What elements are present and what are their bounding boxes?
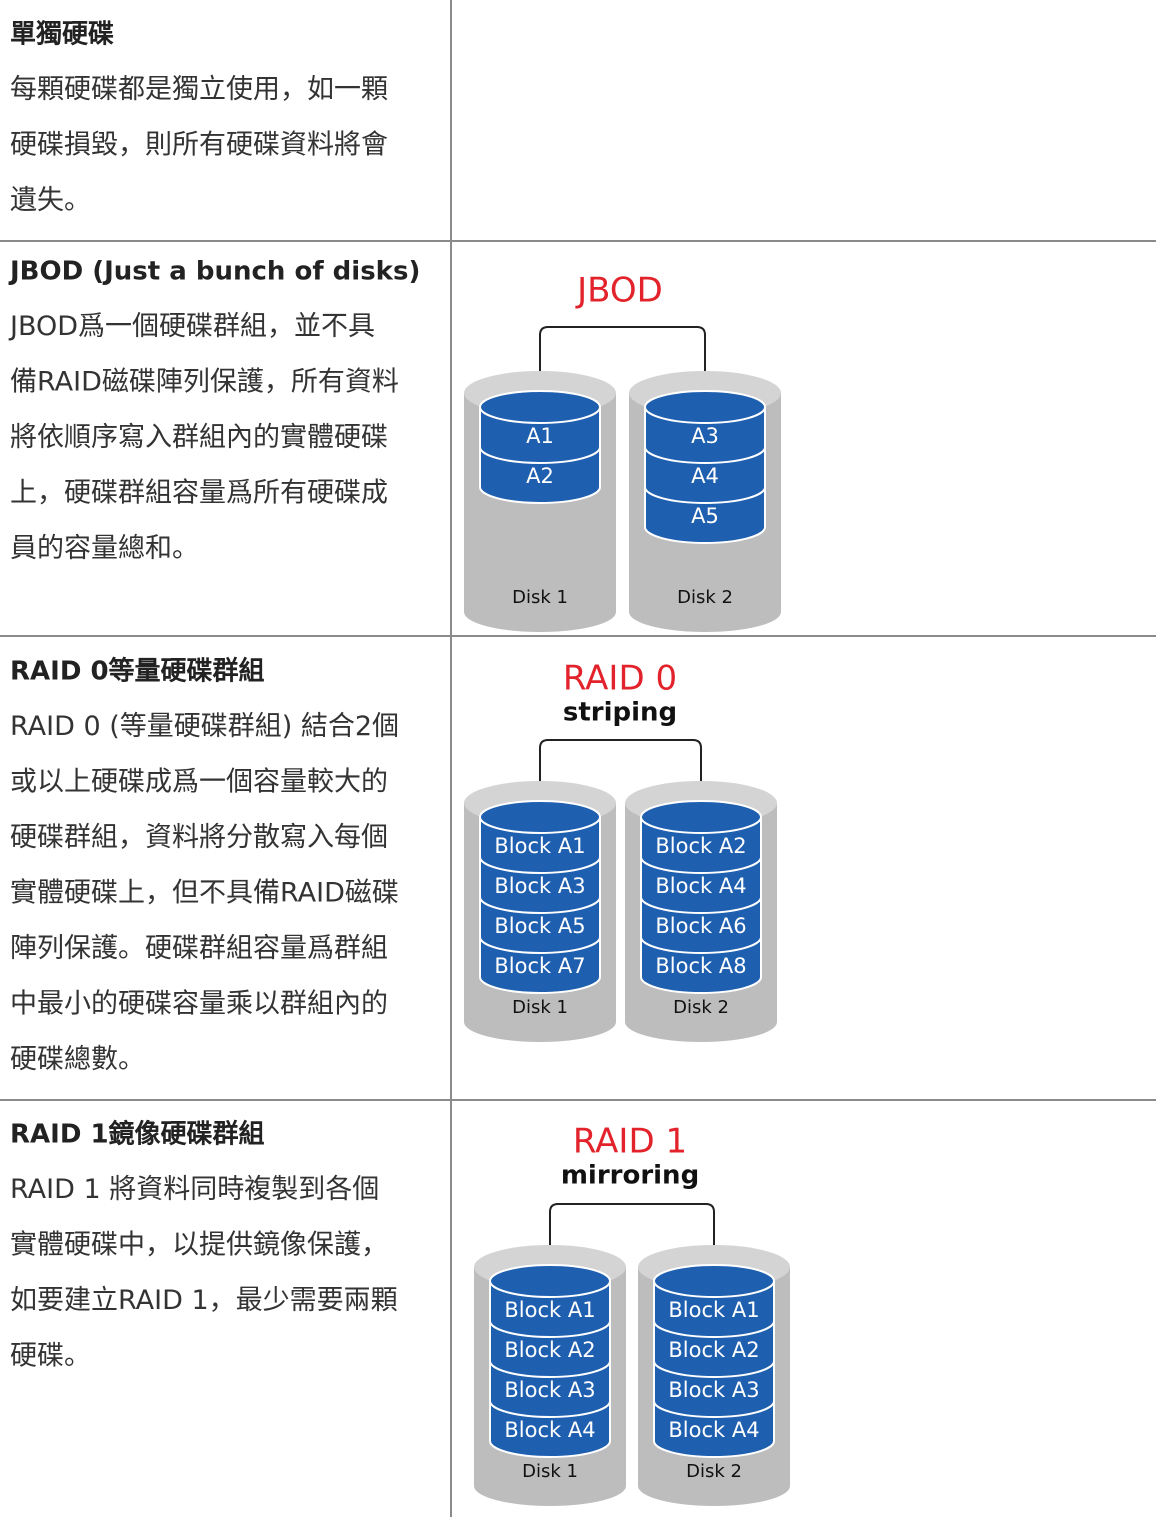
disk: Block A2 Block A4 Block A6 Block A8 Disk 2: [625, 781, 777, 1042]
disk: Block A1 Block A3 Block A5 Block A7 Disk 1: [464, 781, 616, 1042]
block-cap: [489, 1264, 611, 1298]
row-text-line: 或以上硬碟成爲一個容量較大的: [10, 767, 388, 798]
disk: Block A1 Block A2 Block A3 Block A4 Disk 1: [474, 1245, 626, 1506]
row-text-line: 每顆硬碟都是獨立使用，如一顆: [10, 74, 388, 105]
block-label: Block A3: [494, 874, 585, 898]
connector: [549, 1203, 715, 1275]
block-label: A5: [691, 504, 719, 528]
block-label: Block A8: [655, 954, 746, 978]
disk-label: Disk 2: [686, 1461, 742, 1482]
disk-label: Disk 2: [673, 997, 729, 1018]
table-row: JBOD (Just a bunch of disks) JBOD爲一個硬碟群組，…: [8, 257, 781, 632]
diagram-subtitle: mirroring: [561, 1161, 699, 1191]
block-label: Block A5: [494, 914, 585, 938]
diagram-subtitle: striping: [563, 698, 677, 728]
block-label: Block A4: [655, 874, 746, 898]
row-text-line: 硬碟損毀，則所有硬碟資料將會: [10, 130, 388, 161]
row-text-line: 陣列保護。硬碟群組容量爲群組: [10, 933, 388, 964]
block-label: Block A1: [668, 1298, 759, 1322]
row-text-line: 將依順序寫入群組內的實體硬碟: [10, 422, 388, 453]
diagram-title: RAID 0: [563, 659, 677, 699]
table-row: RAID 0等量硬碟群組 RAID 0 (等量硬碟群組) 結合2個或以上硬碟成爲一…: [10, 656, 777, 1075]
block-label: A4: [691, 464, 719, 488]
block-label: Block A4: [668, 1418, 759, 1442]
row-text-line: 硬碟。: [10, 1341, 91, 1372]
row-text-line: 上，硬碟群組容量爲所有硬碟成: [10, 478, 388, 509]
row-text-line: 硬碟總數。: [10, 1044, 145, 1075]
row-text-line: 中最小的硬碟容量乘以群組內的: [10, 989, 388, 1020]
block-cap: [479, 800, 601, 834]
connector: [539, 739, 702, 811]
row-text-line: JBOD爲一個硬碟群組，並不具: [8, 311, 375, 342]
block-label: A1: [526, 424, 554, 448]
row-text-line: 備RAID磁碟陣列保護，所有資料: [10, 367, 399, 398]
disk-label: Disk 2: [677, 587, 733, 608]
block-label: Block A2: [655, 834, 746, 858]
disk-label: Disk 1: [522, 1461, 578, 1482]
block-label: Block A2: [504, 1338, 595, 1362]
block-cap: [653, 1264, 775, 1298]
row-text-line: 實體硬碟中，以提供鏡像保護，: [10, 1230, 388, 1261]
block-label: Block A3: [504, 1378, 595, 1402]
block-label: A3: [691, 424, 719, 448]
row-text-line: 如要建立RAID 1，最少需要兩顆: [10, 1285, 398, 1316]
block-label: Block A1: [494, 834, 585, 858]
row-text-line: 員的容量總和。: [10, 533, 199, 564]
row-title: RAID 0等量硬碟群組: [10, 656, 265, 687]
disk-label: Disk 1: [512, 587, 568, 608]
row-text-line: 遺失。: [10, 185, 91, 216]
block-label: A2: [526, 464, 554, 488]
disk-label: Disk 1: [512, 997, 568, 1018]
block-label: Block A2: [668, 1338, 759, 1362]
row-text-line: RAID 0 (等量硬碟群組) 結合2個: [10, 711, 399, 742]
block-cap: [479, 390, 601, 424]
block-cap: [640, 800, 762, 834]
disk: A3 A4 A5 Disk 2: [629, 371, 781, 632]
block-cap: [644, 390, 766, 424]
block-label: Block A3: [668, 1378, 759, 1402]
block-label: Block A1: [504, 1298, 595, 1322]
row-text-line: 硬碟群組，資料將分散寫入每個: [10, 822, 388, 853]
connector: [539, 326, 706, 401]
block-label: Block A4: [504, 1418, 595, 1442]
row-title: JBOD (Just a bunch of disks): [8, 257, 420, 287]
block-label: Block A7: [494, 954, 585, 978]
row-text-line: RAID 1 將資料同時複製到各個: [10, 1174, 379, 1205]
raid-diagram: JBOD A1 A2 Disk 1 A3 A4 A5 Disk 2: [464, 271, 781, 632]
block-label: Block A6: [655, 914, 746, 938]
diagram-title: JBOD: [575, 271, 663, 311]
table-row: RAID 1鏡像硬碟群組 RAID 1 將資料同時複製到各個實體硬碟中，以提供鏡像…: [10, 1119, 790, 1506]
disk: A1 A2 Disk 1: [464, 371, 616, 632]
disk: Block A1 Block A2 Block A3 Block A4 Disk 2: [638, 1245, 790, 1506]
row-title: 單獨硬碟: [10, 20, 114, 50]
diagram-title: RAID 1: [573, 1122, 687, 1162]
row-title: RAID 1鏡像硬碟群組: [10, 1119, 265, 1150]
row-text-line: 實體硬碟上，但不具備RAID磁碟: [10, 878, 399, 909]
